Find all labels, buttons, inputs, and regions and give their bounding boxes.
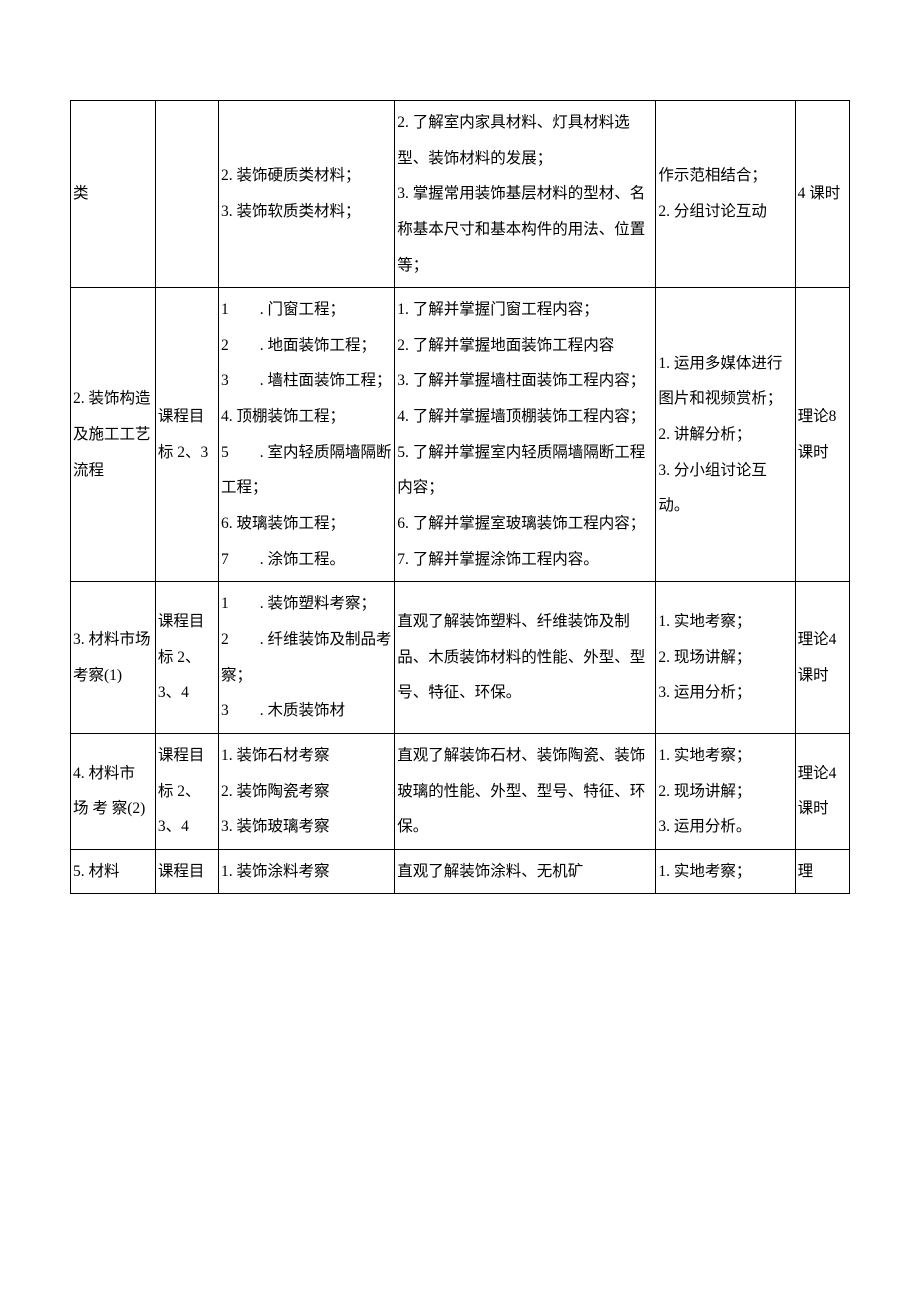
table-row: 4. 材料市 场 考 察(2) 课程目标 2、3、4 1. 装饰石材考察2. 装… <box>71 733 850 849</box>
cell-content: 1. 装饰涂料考察 <box>218 849 394 894</box>
cell-target <box>155 101 218 288</box>
cell-hours: 理论4 课时 <box>795 733 849 849</box>
cell-hours: 理论4 课时 <box>795 582 849 734</box>
cell-hours: 4 课时 <box>795 101 849 288</box>
cell-hours: 理论8 课时 <box>795 288 849 582</box>
cell-requirement: 1. 了解并掌握门窗工程内容；2. 了解并掌握地面装饰工程内容3. 了解并掌握墙… <box>395 288 656 582</box>
page: 类 2. 装饰硬质类材料；3. 装饰软质类材料； 2. 了解室内家具材料、灯具材… <box>0 0 920 934</box>
cell-method: 1. 运用多媒体进行图片和视频赏析；2. 讲解分析；3. 分小组讨论互动。 <box>656 288 795 582</box>
cell-topic: 2. 装饰构造及施工工艺流程 <box>71 288 156 582</box>
table-body: 类 2. 装饰硬质类材料；3. 装饰软质类材料； 2. 了解室内家具材料、灯具材… <box>71 101 850 894</box>
cell-target: 课程目 <box>155 849 218 894</box>
cell-topic: 4. 材料市 场 考 察(2) <box>71 733 156 849</box>
table-row: 3. 材料市场考察(1) 课程目标 2、3、4 1 . 装饰塑料考察；2 . 纤… <box>71 582 850 734</box>
cell-requirement: 直观了解装饰石材、装饰陶瓷、装饰玻璃的性能、外型、型号、特征、环保。 <box>395 733 656 849</box>
cell-target: 课程目标 2、3 <box>155 288 218 582</box>
table-row: 5. 材料 课程目 1. 装饰涂料考察 直观了解装饰涂料、无机矿 1. 实地考察… <box>71 849 850 894</box>
cell-requirement: 2. 了解室内家具材料、灯具材料选型、装饰材料的发展；3. 掌握常用装饰基层材料… <box>395 101 656 288</box>
cell-requirement: 直观了解装饰塑料、纤维装饰及制品、木质装饰材料的性能、外型、型号、特征、环保。 <box>395 582 656 734</box>
cell-method: 1. 实地考察；2. 现场讲解；3. 运用分析。 <box>656 733 795 849</box>
cell-content: 2. 装饰硬质类材料；3. 装饰软质类材料； <box>218 101 394 288</box>
cell-content: 1 . 门窗工程；2 . 地面装饰工程；3 . 墙柱面装饰工程；4. 顶棚装饰工… <box>218 288 394 582</box>
cell-target: 课程目标 2、3、4 <box>155 582 218 734</box>
cell-method: 作示范相结合；2. 分组讨论互动 <box>656 101 795 288</box>
course-table: 类 2. 装饰硬质类材料；3. 装饰软质类材料； 2. 了解室内家具材料、灯具材… <box>70 100 850 894</box>
cell-content: 1 . 装饰塑料考察；2 . 纤维装饰及制品考察；3 . 木质装饰材 <box>218 582 394 734</box>
cell-topic: 5. 材料 <box>71 849 156 894</box>
table-row: 类 2. 装饰硬质类材料；3. 装饰软质类材料； 2. 了解室内家具材料、灯具材… <box>71 101 850 288</box>
cell-method: 1. 实地考察；2. 现场讲解；3. 运用分析； <box>656 582 795 734</box>
cell-topic: 类 <box>71 101 156 288</box>
cell-requirement: 直观了解装饰涂料、无机矿 <box>395 849 656 894</box>
cell-hours: 理 <box>795 849 849 894</box>
table-row: 2. 装饰构造及施工工艺流程 课程目标 2、3 1 . 门窗工程；2 . 地面装… <box>71 288 850 582</box>
cell-topic: 3. 材料市场考察(1) <box>71 582 156 734</box>
cell-target: 课程目标 2、3、4 <box>155 733 218 849</box>
cell-content: 1. 装饰石材考察2. 装饰陶瓷考察3. 装饰玻璃考察 <box>218 733 394 849</box>
cell-method: 1. 实地考察； <box>656 849 795 894</box>
